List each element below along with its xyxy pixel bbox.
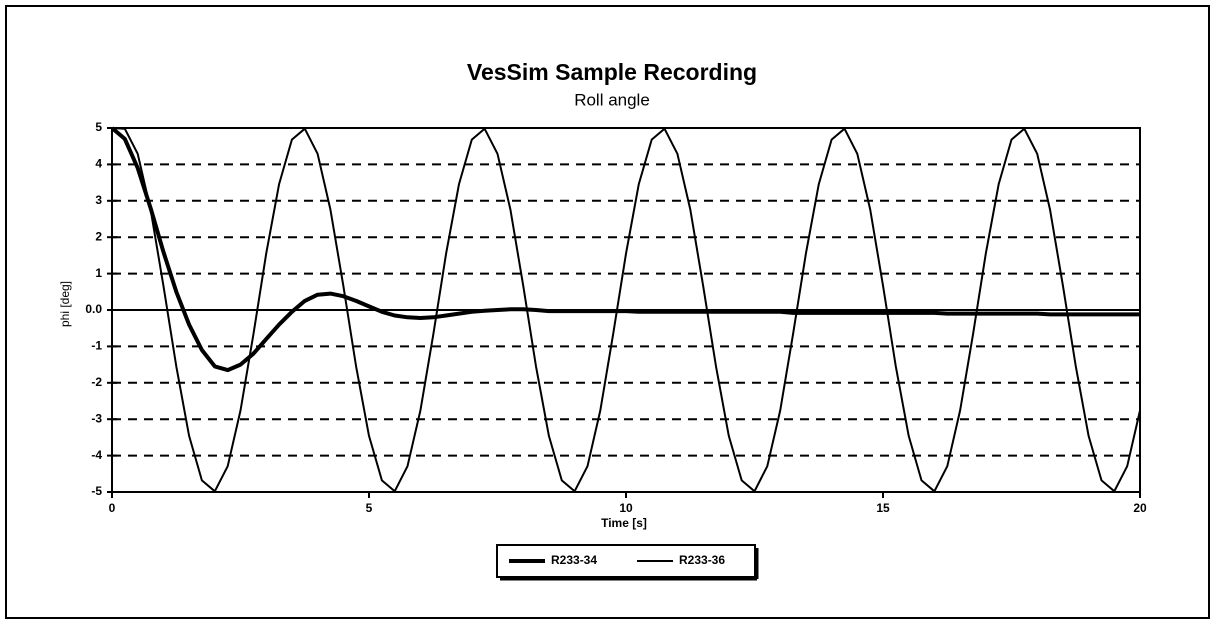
series-line <box>112 126 1140 373</box>
series-line <box>112 127 1141 493</box>
series-group <box>112 127 1141 493</box>
series-group <box>112 126 1140 373</box>
y-tick-label: -3 <box>91 411 102 425</box>
y-tick-label: -1 <box>91 339 102 353</box>
y-tick-label: -4 <box>91 448 102 462</box>
y-tick-label: 1 <box>95 266 102 280</box>
chart-title: VesSim Sample Recording <box>467 59 757 85</box>
y-axis-label: phi [deg] <box>58 281 72 327</box>
y-tick-label: 4 <box>95 157 102 171</box>
y-tick-label: 3 <box>95 193 102 207</box>
x-tick-label: 15 <box>876 501 890 515</box>
y-tick-label: 0.0 <box>85 302 102 316</box>
y-tick-label: -5 <box>91 484 102 498</box>
legend-label: R233-34 <box>551 553 597 567</box>
x-tick-label: 0 <box>109 501 116 515</box>
y-tick-label: 2 <box>95 229 102 243</box>
x-axis-label: Time [s] <box>601 516 647 530</box>
x-tick-label: 20 <box>1133 501 1147 515</box>
y-tick-label: 5 <box>95 120 102 134</box>
chart-subtitle: Roll angle <box>574 90 650 109</box>
chart-frame <box>5 5 1210 619</box>
x-tick-label: 10 <box>619 501 633 515</box>
y-tick-label: -2 <box>91 375 102 389</box>
legend-label: R233-36 <box>679 553 725 567</box>
x-tick-label: 5 <box>366 501 373 515</box>
